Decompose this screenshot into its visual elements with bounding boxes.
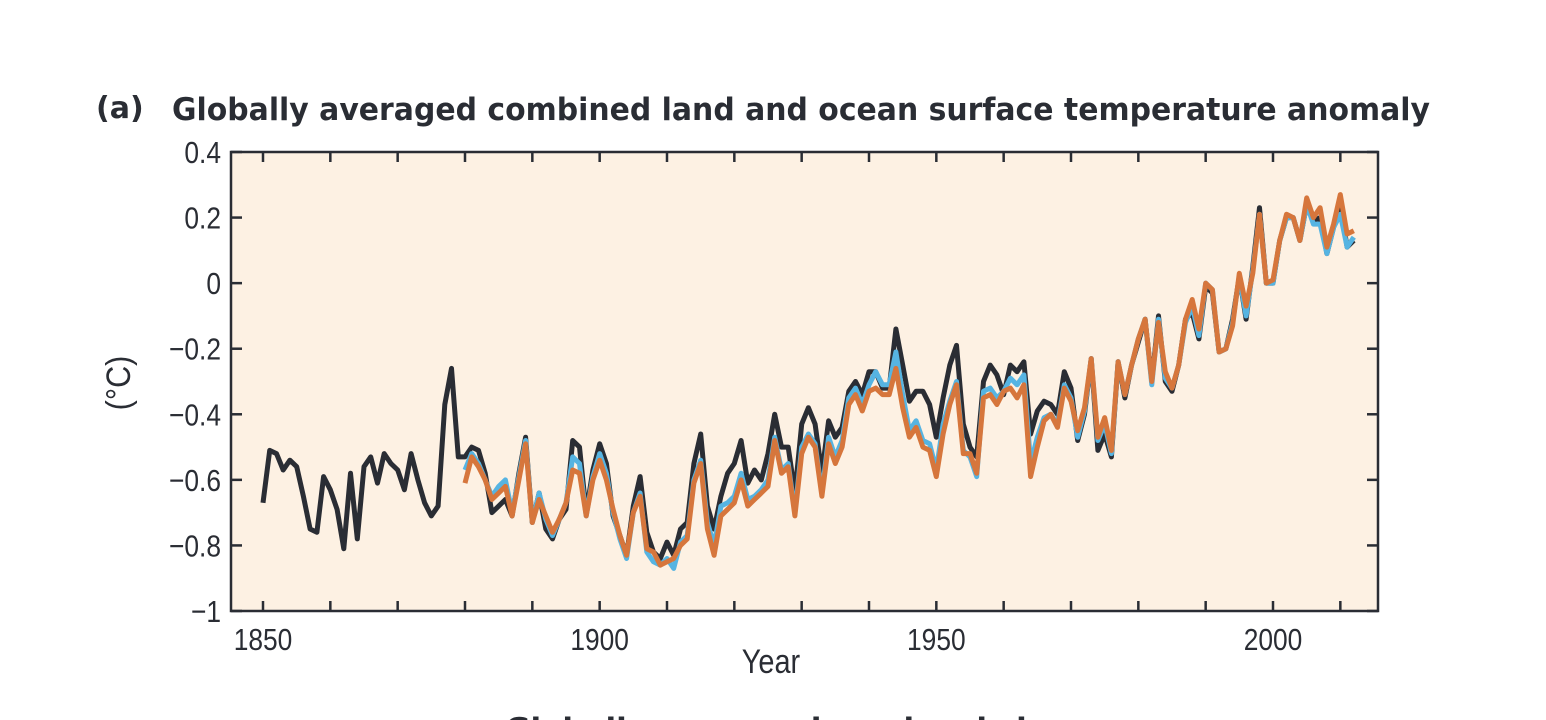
x-tick-label: 1950	[907, 623, 966, 657]
x-tick-label: 1850	[234, 623, 293, 657]
plot-area	[229, 150, 1380, 613]
series-line-orange	[462, 192, 1355, 568]
next-panel-title: Globally averaged sea level change	[505, 712, 1124, 720]
chart-title: Globally averaged combined land and ocea…	[172, 92, 1430, 128]
y-tick-label: −0.8	[169, 529, 221, 563]
y-tick-labels: 0.4 0.2 0 −0.2 −0.4 −0.6 −0.8 −1	[169, 136, 221, 629]
x-axis-label: Year	[742, 642, 800, 681]
series-group	[260, 192, 1356, 571]
y-tick-label: −1	[191, 595, 221, 629]
x-tick-label: 2000	[1244, 623, 1303, 657]
y-axis-label: (°C)	[100, 356, 138, 411]
y-tick-label: −0.2	[169, 333, 221, 367]
x-tick-label: 1900	[570, 623, 629, 657]
y-tick-label: 0.2	[184, 202, 221, 236]
y-tick-label: 0.4	[184, 136, 221, 170]
axis-ticks	[231, 150, 1378, 613]
panel-label: (a)	[96, 91, 144, 126]
x-tick-labels: 1850 1900 1950 2000	[234, 623, 1303, 657]
y-tick-label: −0.6	[169, 464, 221, 498]
series-line-black	[260, 202, 1356, 561]
y-tick-label: 0	[206, 267, 221, 301]
y-tick-label: −0.4	[169, 398, 221, 432]
